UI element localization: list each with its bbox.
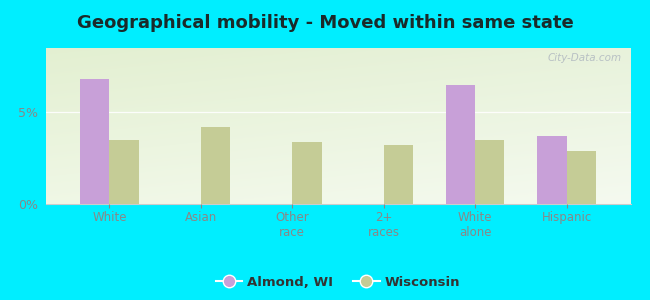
Text: City-Data.com: City-Data.com: [547, 53, 621, 63]
Bar: [201, 127, 230, 204]
Bar: [109, 140, 138, 204]
Bar: [384, 145, 413, 204]
Bar: [567, 151, 596, 204]
Legend: Almond, WI, Wisconsin: Almond, WI, Wisconsin: [211, 271, 465, 294]
Bar: [475, 140, 504, 204]
Bar: [538, 136, 567, 204]
Text: Geographical mobility - Moved within same state: Geographical mobility - Moved within sam…: [77, 14, 573, 32]
Bar: [292, 142, 322, 204]
Bar: [446, 85, 475, 204]
Bar: [80, 79, 109, 204]
